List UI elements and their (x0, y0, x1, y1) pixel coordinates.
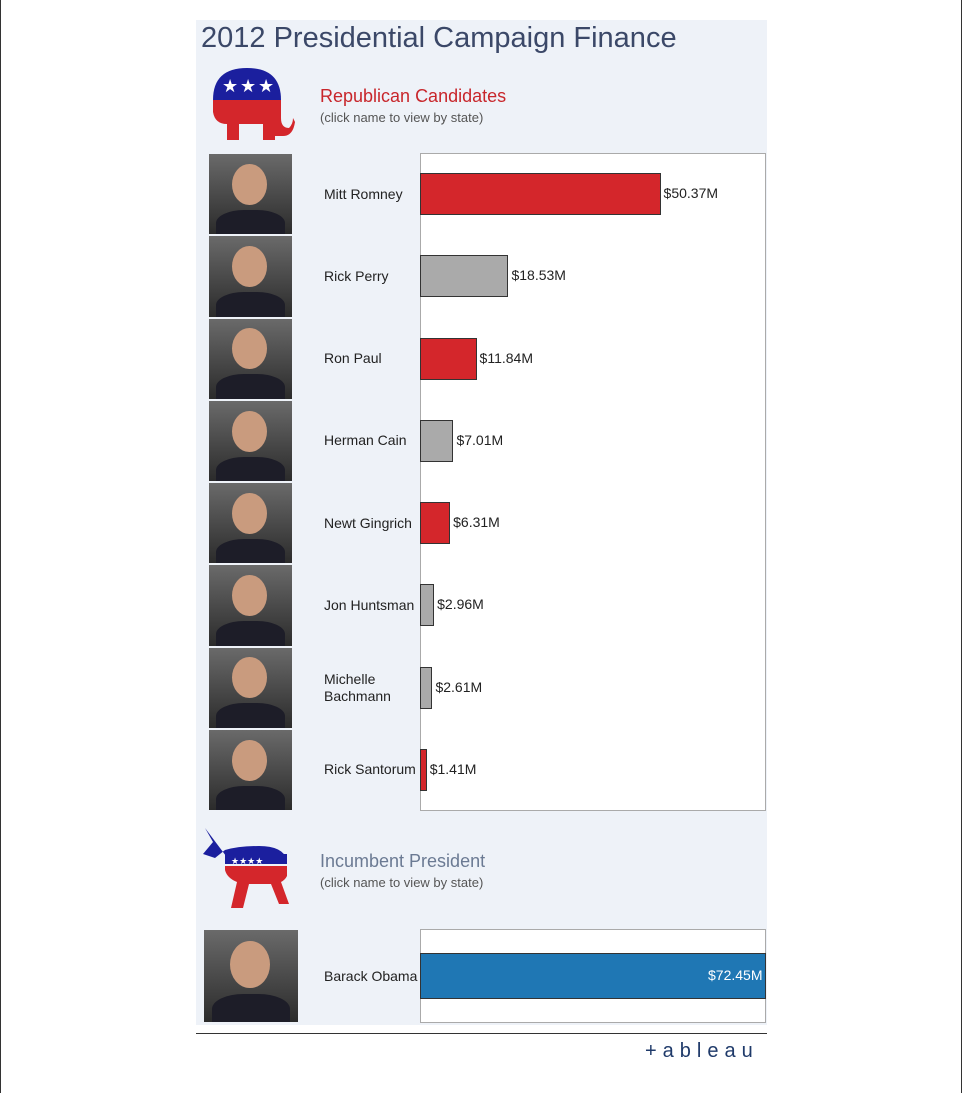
elephant-logo: ★ ★ ★ (213, 68, 295, 140)
photo-suit (215, 785, 286, 810)
section-subheading: (click name to view by state) (320, 110, 484, 125)
photo-suit (215, 703, 286, 728)
candidate-photo (204, 930, 298, 1022)
candidate-name[interactable]: Ron Paul (324, 350, 382, 367)
bar (420, 255, 509, 298)
value-label: $7.01M (456, 431, 504, 448)
footer-line (196, 1033, 767, 1034)
section-heading: Republican Candidates (320, 86, 507, 106)
photo-head (232, 328, 268, 370)
candidate-photo (209, 565, 292, 646)
photo-suit (215, 456, 286, 481)
donkey-logo: ★★★★ (203, 828, 289, 908)
photo-head (232, 246, 268, 288)
photo-suit (215, 538, 286, 564)
bar (420, 748, 427, 791)
candidate-name[interactable]: Herman Cain (324, 432, 407, 449)
photo-head (232, 163, 268, 205)
photo-suit (215, 209, 286, 235)
svg-text:★: ★ (258, 76, 274, 97)
photo-head (230, 941, 270, 989)
bar (420, 419, 454, 462)
brand-logo: +ableau (645, 1040, 759, 1062)
photo-suit (215, 621, 286, 646)
candidate-photo (209, 154, 292, 235)
svg-text:★: ★ (240, 76, 256, 97)
section-subheading: (click name to view by state) (320, 875, 484, 890)
candidate-photo (209, 483, 292, 564)
candidate-photo (209, 729, 292, 810)
value-label: $18.53M (511, 267, 566, 284)
svg-text:★★★★: ★★★★ (231, 857, 263, 867)
candidate-name[interactable]: Mitt Romney (324, 185, 403, 202)
candidate-photo (209, 647, 292, 728)
candidate-name[interactable]: Rick Perry (324, 267, 389, 284)
value-label: $11.84M (479, 349, 533, 366)
dashboard-title: 2012 Presidential Campaign Finance (201, 22, 677, 54)
candidate-name[interactable]: Rick Santorum (324, 761, 416, 778)
photo-suit (215, 374, 286, 399)
photo-suit (215, 292, 286, 317)
svg-text:★: ★ (222, 76, 238, 97)
photo-head (232, 739, 268, 781)
value-label: $50.37M (663, 185, 719, 202)
value-label: $2.96M (437, 596, 484, 613)
candidate-name[interactable]: Michelle Bachmann (324, 670, 391, 704)
photo-head (232, 492, 268, 534)
value-label: $1.41M (429, 760, 477, 777)
bar (420, 337, 477, 380)
value-label: $6.31M (453, 514, 500, 531)
photo-head (232, 575, 268, 617)
candidate-name[interactable]: Newt Gingrich (324, 514, 412, 531)
candidate-name[interactable]: Barack Obama (324, 967, 418, 984)
candidate-name[interactable]: Jon Huntsman (324, 596, 415, 613)
bar (420, 173, 661, 216)
chart-panel (420, 153, 766, 811)
bar (420, 502, 451, 545)
bar (420, 666, 433, 709)
bar (420, 584, 435, 627)
value-label: $72.45M (708, 967, 763, 983)
photo-suit (211, 993, 291, 1022)
photo-head (232, 410, 268, 452)
photo-head (232, 657, 268, 699)
candidate-photo (209, 400, 292, 481)
bar (420, 953, 766, 999)
candidate-photo (209, 236, 292, 317)
value-label: $2.61M (435, 678, 483, 695)
section-heading: Incumbent President (320, 851, 486, 871)
candidate-photo (209, 318, 292, 399)
